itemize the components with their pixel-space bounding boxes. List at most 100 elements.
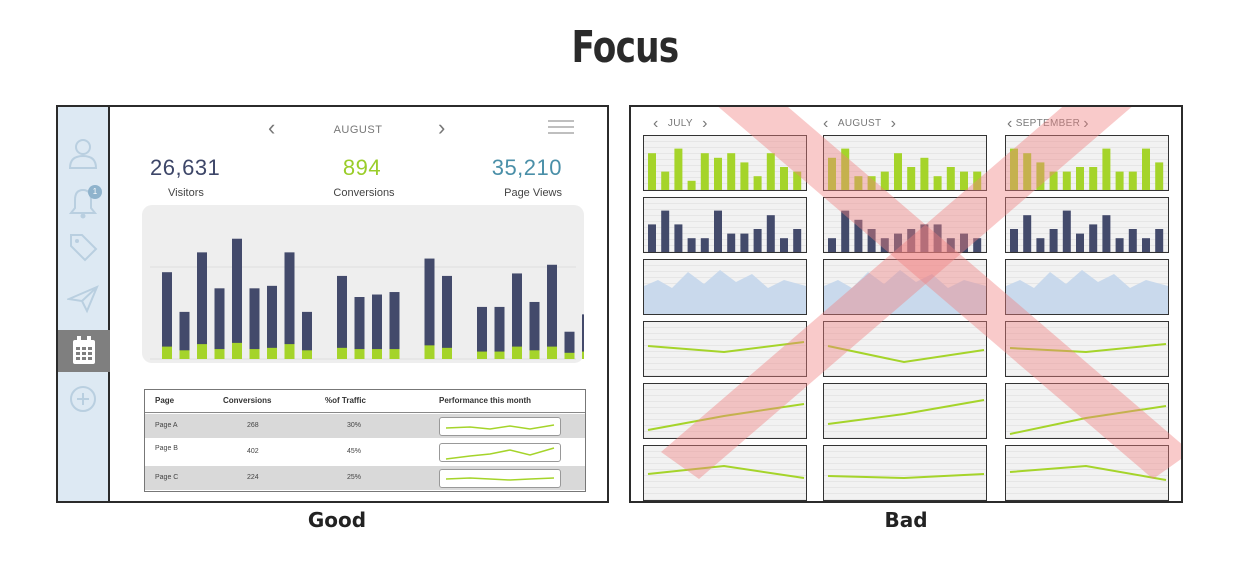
bar-conversions [162, 346, 172, 359]
mini-line [827, 399, 985, 425]
user-icon[interactable] [67, 137, 99, 169]
bar-conversions [214, 349, 225, 359]
kpi-conversions-label-wrap: Conversions [314, 187, 414, 199]
month-nav-august: ‹ AUGUST › [823, 115, 896, 133]
hamburger-menu-icon[interactable] [548, 119, 574, 135]
mini-bar [894, 233, 902, 252]
sidebar-item-calendar[interactable] [58, 330, 110, 372]
bar-conversions [354, 349, 365, 359]
red-cross-mark [661, 107, 1181, 479]
mini-bar [687, 180, 696, 190]
chevron-left-icon[interactable]: ‹ [268, 115, 276, 140]
table-row[interactable]: Page A 268 30% [145, 414, 585, 438]
kpi-value: 26,631 [150, 155, 221, 180]
mini-bar [880, 238, 889, 252]
mini-bar [1023, 153, 1032, 190]
bar-chart [150, 238, 592, 360]
bar-page-views [249, 288, 260, 359]
cell-traffic: 30% [347, 422, 362, 429]
bar-page-views [512, 273, 522, 359]
mini-bar [714, 210, 722, 252]
mini-chart [1005, 197, 1169, 253]
mini-bar [854, 176, 863, 190]
kpi-conversions: 894 [332, 155, 392, 181]
mini-bar [1128, 229, 1137, 252]
mini-bar [841, 148, 850, 190]
bar-conversions [494, 351, 505, 359]
add-icon[interactable] [67, 383, 99, 415]
mini-bar [828, 157, 836, 190]
bar-conversions [284, 344, 295, 359]
mini-area [644, 270, 806, 314]
mini-bar [648, 153, 656, 190]
chevron-left-icon[interactable]: ‹ [1007, 115, 1013, 132]
mini-bar [828, 238, 836, 252]
mini-chart [643, 383, 807, 439]
mini-bar [1062, 171, 1071, 190]
mini-bar [753, 176, 762, 190]
mini-bar [1076, 167, 1084, 190]
cell-conversions: 224 [247, 474, 259, 481]
mini-bar [1142, 238, 1150, 252]
bar-conversions [249, 349, 260, 359]
table-header: Page Conversions %of Traffic Performance… [145, 390, 585, 413]
mini-bar [946, 238, 955, 252]
mini-bar [880, 171, 889, 190]
send-icon[interactable] [67, 283, 99, 315]
month-nav-july: ‹ JULY › [653, 115, 708, 133]
chevron-left-icon[interactable]: ‹ [823, 115, 829, 132]
sparkline [439, 469, 561, 488]
cell-page: Page B [155, 445, 178, 452]
mini-bar [1010, 148, 1018, 190]
mini-bar [1155, 229, 1164, 252]
kpi-label: Page Views [504, 187, 562, 199]
bar-conversions [547, 346, 557, 359]
bar-page-views [179, 311, 190, 359]
bar-page-views [284, 252, 295, 359]
column-header-page: Page [155, 396, 175, 405]
mini-chart [643, 259, 807, 315]
mini-bar [714, 157, 722, 190]
mini-bar [933, 224, 942, 252]
bar-conversions [582, 351, 592, 359]
mini-bar [867, 176, 876, 190]
bar-chart-card [142, 205, 592, 363]
cell-traffic: 25% [347, 474, 362, 481]
bar-conversions [232, 342, 242, 359]
chevron-right-icon[interactable]: › [1083, 115, 1089, 132]
notification-badge: 1 [88, 185, 102, 199]
mini-bar [727, 233, 736, 252]
good-dashboard: 1 ‹ AUGUST › [56, 105, 609, 503]
chevron-left-icon[interactable]: ‹ [653, 115, 659, 132]
tag-icon[interactable] [67, 231, 99, 263]
bar-page-views [232, 238, 242, 359]
mini-bar [1102, 148, 1111, 190]
mini-bar [960, 171, 968, 190]
mini-bar [766, 153, 775, 190]
mini-bar [1049, 229, 1058, 252]
sparkline [439, 417, 561, 436]
bar-page-views [477, 306, 487, 359]
mini-bar [648, 224, 656, 252]
pages-table: Page Conversions %of Traffic Performance… [144, 389, 586, 492]
chevron-right-icon[interactable]: › [438, 115, 446, 140]
bar-page-views [162, 272, 172, 359]
mini-bar [727, 153, 736, 190]
mini-bar [661, 210, 670, 252]
page-title: Focus [571, 22, 680, 73]
mini-bar [661, 171, 670, 190]
kpi-value: 894 [342, 155, 382, 180]
mini-bar [700, 238, 709, 252]
table-row[interactable]: Page B 402 45% [145, 440, 585, 464]
chevron-right-icon[interactable]: › [702, 115, 708, 132]
chevron-right-icon[interactable]: › [890, 115, 897, 132]
month-label: JULY [667, 118, 693, 129]
sidebar: 1 [58, 107, 110, 501]
mini-bar [1076, 233, 1084, 252]
mini-bar [973, 238, 982, 252]
table-row[interactable]: Page C 224 25% [145, 466, 585, 490]
bar-page-views [354, 297, 365, 359]
bar-conversions [197, 344, 207, 359]
mini-line [1009, 343, 1167, 354]
mini-bar [867, 229, 876, 252]
